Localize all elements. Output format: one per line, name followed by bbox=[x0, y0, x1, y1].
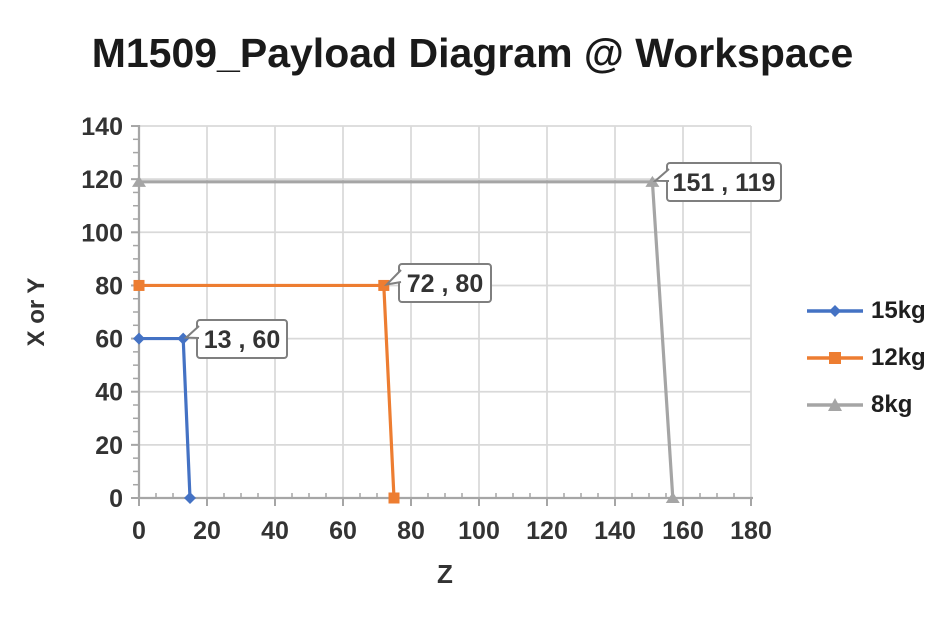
x-tick-label: 180 bbox=[730, 517, 772, 545]
x-tick-label: 20 bbox=[193, 517, 221, 545]
y-tick-label: 40 bbox=[95, 379, 123, 407]
legend-line-triangle-icon bbox=[807, 397, 863, 411]
legend-label: 15kg bbox=[871, 297, 926, 324]
x-tick-label: 80 bbox=[397, 517, 425, 545]
series-15kg-line bbox=[139, 336, 192, 499]
series-8kg-marker bbox=[132, 175, 146, 187]
series-15kg-marker bbox=[133, 332, 145, 345]
legend-label: 8kg bbox=[871, 391, 913, 418]
series-8kg-marker bbox=[665, 492, 680, 503]
legend: 15kg 12kg 8kg bbox=[806, 294, 926, 421]
series-12kg-marker bbox=[133, 279, 145, 291]
data-label-text: 72 , 80 bbox=[407, 270, 483, 298]
legend-triangle-marker-icon bbox=[828, 397, 842, 411]
legend-square-marker-icon bbox=[829, 351, 841, 364]
y-tick-label: 80 bbox=[95, 272, 123, 300]
series-12kg-marker bbox=[378, 279, 390, 291]
y-tick-label: 60 bbox=[95, 326, 123, 354]
x-tick-label: 140 bbox=[594, 517, 636, 545]
legend-item-15kg: 15kg bbox=[806, 294, 926, 327]
y-tick-label: 20 bbox=[95, 432, 123, 460]
y-axis-title: X or Y bbox=[23, 278, 50, 347]
x-tick-label: 40 bbox=[261, 517, 289, 545]
x-tick-label: 60 bbox=[329, 517, 357, 545]
x-axis-title: Z bbox=[437, 559, 453, 589]
series-15kg-marker bbox=[177, 332, 190, 345]
data-label-callout-box bbox=[196, 319, 288, 359]
y-tick-label: 100 bbox=[81, 219, 123, 247]
series-15kg-marker bbox=[184, 492, 196, 504]
data-label-callout-box bbox=[666, 162, 782, 202]
legend-line-diamond-icon bbox=[807, 304, 863, 317]
legend-label: 12kg bbox=[871, 344, 926, 371]
x-tick-label: 100 bbox=[458, 517, 500, 545]
data-label-text: 13 , 60 bbox=[204, 326, 280, 354]
data-label-callout-pointer bbox=[383, 269, 402, 286]
x-tick-label: 160 bbox=[662, 517, 704, 545]
legend-item-12kg: 12kg bbox=[806, 341, 926, 374]
legend-diamond-marker-icon bbox=[829, 304, 841, 317]
y-tick-label: 140 bbox=[81, 113, 123, 141]
series-12kg-marker bbox=[388, 492, 400, 504]
data-label-text: 151 , 119 bbox=[673, 169, 776, 197]
legend-item-8kg: 8kg bbox=[806, 388, 926, 421]
x-tick-label: 120 bbox=[526, 517, 568, 545]
y-tick-label: 120 bbox=[81, 166, 123, 194]
data-label-callout-pointer bbox=[183, 325, 200, 339]
chart-title: M1509_Payload Diagram @ Workspace bbox=[91, 30, 854, 76]
y-tick-label: 0 bbox=[109, 485, 123, 513]
series-8kg-marker bbox=[645, 175, 660, 187]
x-tick-label: 0 bbox=[132, 517, 146, 545]
legend-line-square-icon bbox=[807, 351, 863, 364]
data-label-callout-pointer bbox=[652, 168, 670, 182]
